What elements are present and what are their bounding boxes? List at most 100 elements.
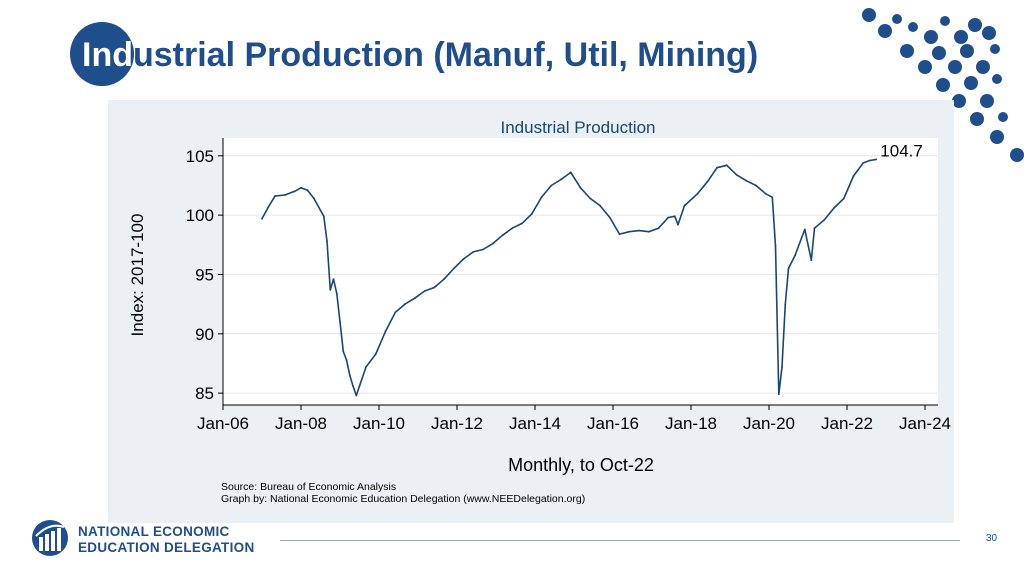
decorative-dot xyxy=(918,60,932,74)
x-tick-label: Jan-08 xyxy=(275,414,327,433)
data-point xyxy=(329,289,332,291)
decorative-dot xyxy=(900,44,914,58)
data-point xyxy=(550,184,553,187)
x-tick-label: Jan-22 xyxy=(821,414,873,433)
data-point xyxy=(283,194,286,196)
decorative-dot xyxy=(968,18,982,32)
data-point xyxy=(491,242,494,245)
data-point xyxy=(842,197,845,200)
data-point xyxy=(673,215,676,218)
data-point xyxy=(657,227,660,230)
decorative-dot xyxy=(964,76,978,90)
data-point xyxy=(560,178,562,181)
data-point xyxy=(352,385,354,387)
data-point xyxy=(771,196,774,199)
data-point xyxy=(322,215,325,218)
data-point xyxy=(482,248,484,251)
data-point xyxy=(345,359,348,361)
x-tick-label: Jan-24 xyxy=(899,414,951,433)
data-point xyxy=(443,278,445,281)
data-point xyxy=(335,292,338,295)
need-logo: NATIONAL ECONOMIC EDUCATION DELEGATION xyxy=(30,518,280,562)
data-point xyxy=(342,350,345,353)
title-accent-circle xyxy=(70,22,134,86)
data-point xyxy=(745,179,748,182)
chart-end-value-label: 104.7 xyxy=(880,141,923,160)
x-tick-label: Jan-20 xyxy=(743,414,795,433)
x-tick-label: Jan-10 xyxy=(353,414,405,433)
data-point xyxy=(267,205,270,208)
decorative-dot xyxy=(954,30,968,44)
decorative-dot xyxy=(936,78,950,92)
decorative-dot xyxy=(998,112,1008,122)
data-point xyxy=(579,186,582,189)
decorative-dot xyxy=(990,44,1000,54)
data-point xyxy=(374,353,377,355)
data-point xyxy=(511,227,514,230)
decorative-dot xyxy=(992,74,1002,84)
data-point xyxy=(638,229,640,232)
decorative-dot xyxy=(862,8,876,22)
slide-title: Industrial Production (Manuf, Util, Mini… xyxy=(82,36,758,75)
data-point xyxy=(777,393,780,396)
data-point xyxy=(599,204,601,207)
data-point xyxy=(521,222,523,225)
data-point xyxy=(862,162,865,164)
data-point xyxy=(413,297,416,300)
data-point xyxy=(696,192,699,195)
data-point xyxy=(823,219,826,221)
data-point xyxy=(452,267,455,270)
chart-axes: 85 90 95 100 105 Jan-06 Jan-08 Jan-10 Jan-12 Jan-… xyxy=(186,138,951,433)
data-point xyxy=(355,394,358,397)
data-point xyxy=(868,159,871,162)
data-point xyxy=(787,267,790,270)
data-point xyxy=(404,303,406,305)
decorative-dot xyxy=(982,26,996,40)
data-point xyxy=(462,258,465,260)
data-point xyxy=(501,234,504,237)
data-point xyxy=(394,311,397,314)
decorative-dot xyxy=(924,30,938,44)
decorative-dot xyxy=(908,22,918,32)
data-point xyxy=(618,233,621,236)
x-tick-label: Jan-14 xyxy=(509,414,561,433)
data-point xyxy=(852,175,855,177)
decorative-dot xyxy=(932,46,946,60)
data-point xyxy=(608,216,611,219)
data-point xyxy=(628,230,631,233)
slide-title-rest: ustrial Production (Manuf, Util, Mining) xyxy=(132,36,759,74)
data-point xyxy=(300,186,302,189)
decorative-dot xyxy=(952,94,966,108)
decorative-dot xyxy=(970,112,984,126)
x-tick-label: Jan-16 xyxy=(587,414,639,433)
need-logo-icon xyxy=(32,520,68,556)
data-point xyxy=(647,230,650,233)
decorative-dot xyxy=(892,14,902,24)
data-point xyxy=(365,366,367,368)
data-point xyxy=(725,164,728,167)
chart-y-axis-label: Index: 2017-100 xyxy=(128,214,147,337)
plot-area xyxy=(223,138,938,405)
chart-grid xyxy=(223,138,938,405)
data-point xyxy=(774,245,777,247)
y-tick-label: 105 xyxy=(186,147,214,166)
y-tick-label: 90 xyxy=(195,325,214,344)
y-tick-label: 95 xyxy=(195,265,214,284)
data-point xyxy=(319,209,322,212)
data-point xyxy=(540,196,543,199)
chart-credit-note: Graph by: National Economic Education De… xyxy=(221,493,585,505)
decorative-dot xyxy=(980,94,994,108)
data-point xyxy=(358,385,361,387)
decorative-dot xyxy=(940,16,950,26)
data-point xyxy=(833,207,835,209)
logo-line-2: EDUCATION DELEGATION xyxy=(78,540,255,555)
data-point xyxy=(530,213,533,215)
decorative-dot xyxy=(878,24,892,38)
data-point xyxy=(683,204,686,207)
data-point xyxy=(755,184,757,187)
data-point xyxy=(332,278,335,281)
y-tick-label: 85 xyxy=(195,384,214,403)
data-point xyxy=(813,227,816,230)
logo-line-1: NATIONAL ECONOMIC xyxy=(78,524,230,539)
data-point xyxy=(384,330,387,333)
